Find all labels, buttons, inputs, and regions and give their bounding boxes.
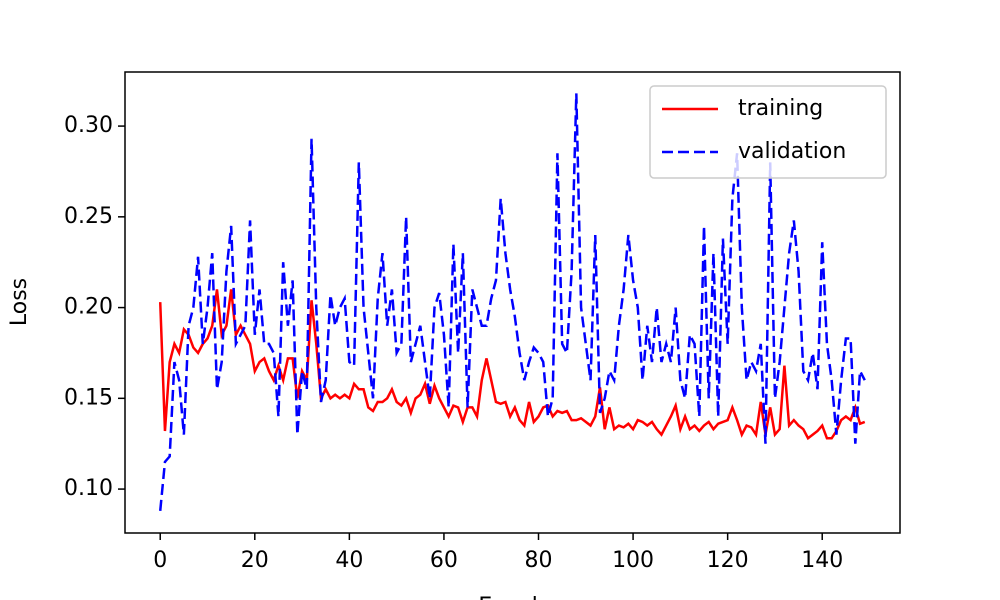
x-tick-label: 40 <box>335 548 363 573</box>
y-axis-label: Loss <box>7 278 32 326</box>
y-tick-label: 0.10 <box>64 476 113 501</box>
legend-label: training <box>738 96 823 121</box>
y-tick-label: 0.30 <box>64 113 113 138</box>
x-tick-label: 140 <box>801 548 843 573</box>
y-tick-label: 0.20 <box>64 295 113 320</box>
x-tick-label: 120 <box>707 548 749 573</box>
line-series <box>158 93 866 511</box>
x-axis-label: Epoch <box>478 594 545 600</box>
x-tick-label: 20 <box>241 548 269 573</box>
x-tick-label: 100 <box>612 548 654 573</box>
x-tick-label: 60 <box>430 548 458 573</box>
x-tick-label: 0 <box>153 548 167 573</box>
plot-frame <box>124 71 901 534</box>
legend-label: validation <box>738 139 846 164</box>
y-tick-label: 0.15 <box>64 385 113 410</box>
line-series <box>158 289 866 441</box>
legend: training validation <box>649 85 887 179</box>
x-tick-label: 80 <box>525 548 553 573</box>
y-tick-label: 0.25 <box>64 204 113 229</box>
